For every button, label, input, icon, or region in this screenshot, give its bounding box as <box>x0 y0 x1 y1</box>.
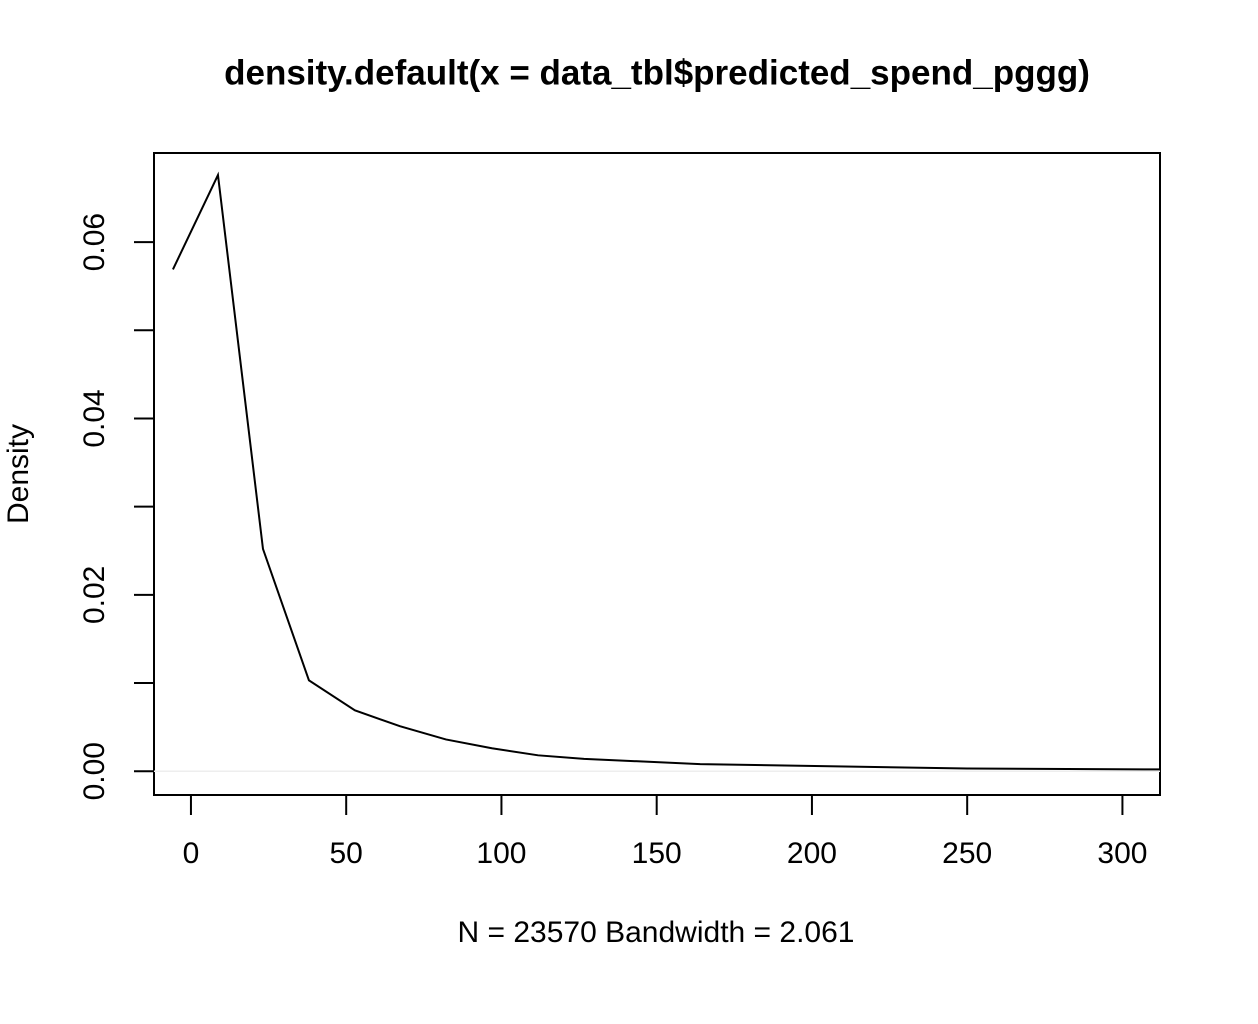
x-tick-label: 250 <box>942 837 992 870</box>
y-tick-label: 0.06 <box>78 213 111 271</box>
y-tick-label: 0.04 <box>78 389 111 447</box>
x-tick-label: 300 <box>1097 837 1147 870</box>
plot-frame <box>153 152 1161 796</box>
y-axis-label: Density <box>2 424 35 524</box>
x-axis-label: N = 23570 Bandwidth = 2.061 <box>458 916 855 949</box>
y-tick-label: 0.02 <box>78 566 111 624</box>
density-line <box>172 171 1160 771</box>
x-tick-label: 0 <box>183 837 200 870</box>
x-tick-label: 100 <box>476 837 526 870</box>
x-tick-label: 150 <box>632 837 682 870</box>
chart-title: density.default(x = data_tbl$predicted_s… <box>224 53 1090 92</box>
x-tick-label: 200 <box>787 837 837 870</box>
y-tick-label: 0.00 <box>78 742 111 800</box>
x-tick-label: 50 <box>330 837 363 870</box>
